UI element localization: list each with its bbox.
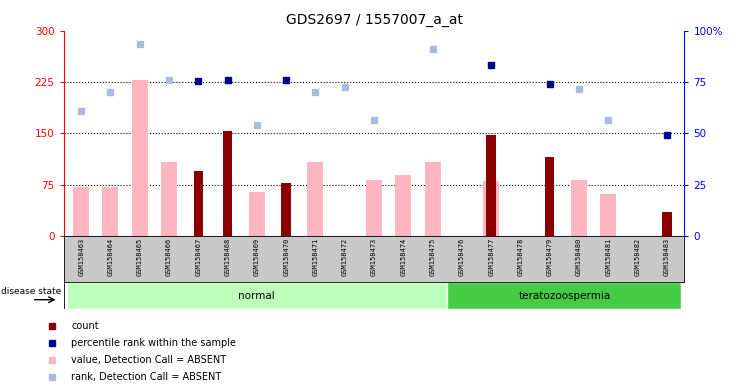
Text: GSM158475: GSM158475 <box>429 238 435 276</box>
Bar <box>132 80 148 236</box>
Bar <box>194 171 203 236</box>
Text: GSM158470: GSM158470 <box>283 238 289 276</box>
Text: count: count <box>71 321 99 331</box>
Text: GSM158476: GSM158476 <box>459 238 465 276</box>
Text: GSM158465: GSM158465 <box>137 238 143 276</box>
Text: GSM158478: GSM158478 <box>518 238 524 276</box>
Text: GSM158480: GSM158480 <box>576 238 582 276</box>
Text: GSM158472: GSM158472 <box>342 238 348 276</box>
Text: GSM158479: GSM158479 <box>547 238 553 276</box>
Text: teratozoospermia: teratozoospermia <box>518 291 610 301</box>
Bar <box>67 282 447 309</box>
Text: GSM158464: GSM158464 <box>108 238 114 276</box>
Text: GSM158471: GSM158471 <box>313 238 319 276</box>
Text: GSM158468: GSM158468 <box>224 238 230 276</box>
Bar <box>545 157 554 236</box>
Text: disease state: disease state <box>1 287 61 296</box>
Bar <box>483 181 499 236</box>
Bar <box>447 282 681 309</box>
Text: GSM158467: GSM158467 <box>195 238 201 276</box>
Text: GSM158482: GSM158482 <box>634 238 640 276</box>
Bar <box>281 183 291 236</box>
Text: value, Detection Call = ABSENT: value, Detection Call = ABSENT <box>71 355 226 365</box>
Bar <box>102 187 118 236</box>
Text: GSM158474: GSM158474 <box>400 238 406 276</box>
Text: GSM158483: GSM158483 <box>663 238 670 276</box>
Text: GSM158477: GSM158477 <box>488 238 494 276</box>
Bar <box>249 192 265 236</box>
Bar <box>223 131 233 236</box>
Title: GDS2697 / 1557007_a_at: GDS2697 / 1557007_a_at <box>286 13 462 27</box>
Text: GSM158481: GSM158481 <box>605 238 611 276</box>
Text: rank, Detection Call = ABSENT: rank, Detection Call = ABSENT <box>71 372 221 382</box>
Text: normal: normal <box>239 291 275 301</box>
Bar <box>571 180 587 236</box>
Bar <box>307 162 323 236</box>
Bar <box>486 135 496 236</box>
Bar <box>600 194 616 236</box>
Bar <box>425 162 441 236</box>
Bar <box>73 187 89 236</box>
Text: GSM158466: GSM158466 <box>166 238 172 276</box>
Text: percentile rank within the sample: percentile rank within the sample <box>71 338 236 348</box>
Bar <box>662 212 672 236</box>
Text: GSM158463: GSM158463 <box>78 238 85 276</box>
Bar <box>161 162 177 236</box>
Text: GSM158469: GSM158469 <box>254 238 260 276</box>
Bar <box>366 180 382 236</box>
Text: GSM158473: GSM158473 <box>371 238 377 276</box>
Bar <box>395 174 411 236</box>
